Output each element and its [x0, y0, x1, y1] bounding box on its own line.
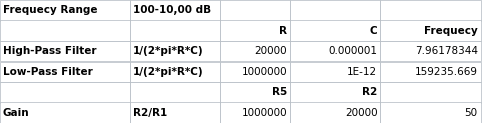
Bar	[0, 102, 130, 123]
Text: High-Pass Filter: High-Pass Filter	[3, 46, 96, 56]
Bar	[220, 102, 290, 123]
Bar	[0, 62, 130, 82]
Bar	[130, 62, 220, 82]
Text: 50: 50	[465, 108, 478, 118]
Text: R5: R5	[272, 87, 287, 97]
Text: 1000000: 1000000	[241, 108, 287, 118]
Bar	[380, 82, 481, 102]
Bar	[220, 82, 290, 102]
Text: Frequecy Range: Frequecy Range	[3, 5, 97, 15]
Text: 7.96178344: 7.96178344	[415, 46, 478, 56]
Bar	[0, 82, 130, 102]
Text: 20000: 20000	[345, 108, 377, 118]
Bar	[130, 102, 220, 123]
Bar	[290, 41, 380, 62]
Text: 1000000: 1000000	[241, 67, 287, 77]
Text: Low-Pass Filter: Low-Pass Filter	[3, 67, 93, 77]
Bar	[0, 41, 130, 62]
Text: 0.000001: 0.000001	[328, 46, 377, 56]
Text: R2/R1: R2/R1	[133, 108, 167, 118]
Text: 1E-12: 1E-12	[347, 67, 377, 77]
Text: Frequecy: Frequecy	[424, 26, 478, 36]
Bar	[220, 0, 290, 21]
Text: 1/(2*pi*R*C): 1/(2*pi*R*C)	[133, 67, 204, 77]
Bar	[0, 21, 130, 41]
Bar	[290, 21, 380, 41]
Bar	[220, 41, 290, 62]
Bar	[0, 0, 130, 21]
Bar	[130, 41, 220, 62]
Text: 1/(2*pi*R*C): 1/(2*pi*R*C)	[133, 46, 204, 56]
Bar	[380, 102, 481, 123]
Bar	[380, 0, 481, 21]
Text: R2: R2	[362, 87, 377, 97]
Bar	[290, 82, 380, 102]
Bar	[380, 62, 481, 82]
Bar	[130, 0, 220, 21]
Text: Gain: Gain	[3, 108, 29, 118]
Text: 20000: 20000	[254, 46, 287, 56]
Bar	[130, 21, 220, 41]
Bar	[380, 21, 481, 41]
Bar	[290, 102, 380, 123]
Bar	[220, 21, 290, 41]
Bar	[380, 41, 481, 62]
Text: C: C	[370, 26, 377, 36]
Bar	[290, 0, 380, 21]
Bar	[130, 82, 220, 102]
Text: 100-10,00 dB: 100-10,00 dB	[133, 5, 211, 15]
Text: 159235.669: 159235.669	[415, 67, 478, 77]
Bar	[290, 62, 380, 82]
Text: R: R	[279, 26, 287, 36]
Bar	[220, 62, 290, 82]
